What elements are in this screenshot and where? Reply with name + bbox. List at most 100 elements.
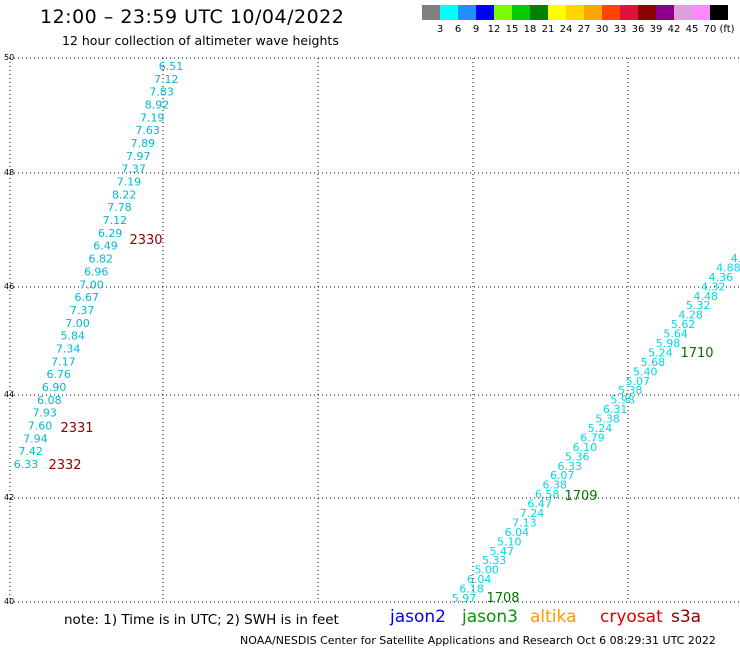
scale-swatch <box>458 5 476 20</box>
scale-swatch <box>584 5 602 20</box>
wave-height-label: 6.18 <box>459 583 484 596</box>
wave-height-label: 4.48 <box>694 290 719 303</box>
scale-swatch <box>692 5 710 20</box>
scale-label: 36 <box>632 24 645 35</box>
wave-height-label: 5.47 <box>490 545 515 558</box>
scale-label: 70 <box>704 24 717 35</box>
scale-label: 6 <box>455 24 461 35</box>
wave-height-label: 5.98 <box>610 394 635 407</box>
scale-swatch <box>602 5 620 20</box>
wave-height-label: 7.00 <box>65 317 90 330</box>
footnote: note: 1) Time is in UTC; 2) SWH is in fe… <box>64 612 339 628</box>
wave-height-label: 5.64 <box>663 328 688 341</box>
lat-label: 44 <box>4 390 14 399</box>
wave-height-label: 4.88 <box>716 261 740 274</box>
wave-height-label: 4.36 <box>709 271 734 284</box>
wave-height-label: 6.04 <box>505 526 530 539</box>
wave-height-label: 6.49 <box>93 240 118 253</box>
scale-label: 15 <box>506 24 519 35</box>
lat-lon-grid <box>9 57 740 603</box>
wave-height-label: 6.96 <box>84 265 109 278</box>
wave-height-label: 4.28 <box>678 309 703 322</box>
map-subtitle: 12 hour collection of altimeter wave hei… <box>62 33 339 48</box>
altimeter-map: 504846444240165168171174177 6.517.127.83… <box>4 53 740 606</box>
lat-label: 42 <box>4 493 14 502</box>
wave-height-label: 5.07 <box>626 375 651 388</box>
wave-height-label: 6.90 <box>42 381 67 394</box>
wave-height-label: 6.51 <box>159 60 184 73</box>
wave-height-label: 7.12 <box>154 73 179 86</box>
scale-label: 45 <box>686 24 699 35</box>
scale-swatch <box>656 5 674 20</box>
wave-height-label: 7.97 <box>126 150 151 163</box>
time-label: 1708 <box>486 591 519 606</box>
scale-label: 18 <box>524 24 537 35</box>
credit-line: NOAA/NESDIS Center for Satellite Applica… <box>240 634 716 647</box>
wave-height-label: 6.58 <box>535 488 560 501</box>
scale-label: 3 <box>437 24 443 35</box>
wave-height-label: 5.98 <box>656 337 681 350</box>
scale-unit: (ft) <box>719 24 734 35</box>
wave-height-label: 7.83 <box>149 86 174 99</box>
wave-height-label: 5.36 <box>565 450 590 463</box>
scale-label: 42 <box>668 24 681 35</box>
wave-height-label: 5.84 <box>61 330 86 343</box>
wave-height-color-scale: 3 6 9 12 15 18 21 24 27 30 33 36 39 42 45 70 (ft) <box>422 5 735 35</box>
wave-height-label: 6.33 <box>558 460 583 473</box>
scale-swatch <box>422 5 440 20</box>
time-label: 2332 <box>48 458 81 473</box>
wave-height-label: 7.89 <box>131 137 156 150</box>
wave-height-label: 5.33 <box>482 554 507 567</box>
wave-height-label: 8.92 <box>145 99 170 112</box>
time-label: 1710 <box>680 346 713 361</box>
lon-label: 171 <box>312 605 327 606</box>
axis-labels: 50 48 46 44 42 40165 168 171 174 177 <box>4 53 637 606</box>
wave-height-label: 6.10 <box>573 441 598 454</box>
scale-swatch <box>512 5 530 20</box>
wave-height-label: 7.94 <box>23 432 48 445</box>
scale-swatch <box>620 5 638 20</box>
wave-height-label: 7.00 <box>79 278 104 291</box>
wave-height-label: 6.29 <box>98 227 123 240</box>
wave-height-label: 7.19 <box>140 111 165 124</box>
time-labels: 2330 2331 2332 1710 1709 1708 <box>48 233 713 606</box>
lat-label: 48 <box>4 168 14 177</box>
wave-height-label: 7.17 <box>51 355 76 368</box>
wave-height-label: 6.04 <box>467 573 492 586</box>
lat-label: 50 <box>4 53 14 62</box>
scale-label: 27 <box>578 24 591 35</box>
lon-label: 174 <box>467 605 482 606</box>
scale-swatch <box>638 5 656 20</box>
wave-height-label: 8.22 <box>112 188 137 201</box>
wave-height-label: 6.07 <box>550 469 575 482</box>
lon-label: 165 <box>4 605 19 606</box>
wave-height-label: 4.32 <box>701 280 726 293</box>
wave-height-label: 5.32 <box>686 299 711 312</box>
wave-height-label: 7.78 <box>107 201 132 214</box>
wave-height-label: 7.60 <box>28 420 53 433</box>
scale-swatch <box>530 5 548 20</box>
wave-height-label: 6.47 <box>527 498 552 511</box>
scale-swatch <box>548 5 566 20</box>
scale-swatch <box>494 5 512 20</box>
wave-height-label: 6.76 <box>46 368 71 381</box>
wave-height-label: 7.12 <box>103 214 128 227</box>
scale-swatch <box>710 5 728 20</box>
lat-label: 46 <box>4 282 14 291</box>
wave-height-label: 6.31 <box>603 403 628 416</box>
wave-height-label: 7.42 <box>18 445 43 458</box>
wave-height-label: 7.19 <box>117 176 142 189</box>
scale-label: 33 <box>614 24 627 35</box>
wave-height-label: 5.24 <box>588 422 613 435</box>
scale-label: 30 <box>596 24 609 35</box>
legend-altika: altika <box>530 607 577 627</box>
satellite-tracks: 6.517.127.838.927.197.637.897.977.377.19… <box>14 60 740 605</box>
scale-label: 39 <box>650 24 663 35</box>
time-label: 2330 <box>129 233 162 248</box>
scale-swatch <box>440 5 458 20</box>
wave-height-label: 5.62 <box>671 318 696 331</box>
wave-height-label: 7.37 <box>70 304 95 317</box>
time-label: 1709 <box>564 489 597 504</box>
wave-height-label: 6.33 <box>14 458 39 471</box>
scale-label: 21 <box>542 24 555 35</box>
